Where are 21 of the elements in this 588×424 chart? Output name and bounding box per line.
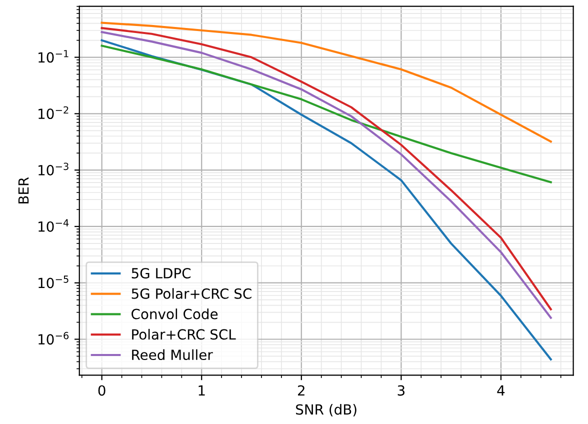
x-tick-label: 1 <box>198 385 205 396</box>
y-tick-label: 10$^{−2}$ <box>38 106 68 120</box>
y-tick-label: 10$^{−6}$ <box>38 332 69 345</box>
legend-label: Polar+CRC SCL <box>132 328 236 340</box>
x-tick-label: 0 <box>98 385 106 396</box>
y-tick-label: 10$^{−4}$ <box>38 219 69 232</box>
y-tick-label: 10$^{−1}$ <box>38 50 68 63</box>
y-tick-label: 10$^{−5}$ <box>38 276 68 288</box>
legend-label: 5G LDPC <box>132 268 191 279</box>
y-tick-label: 10$^{−3}$ <box>38 162 68 176</box>
legend-label: 5G Polar+CRC SC <box>132 288 252 299</box>
y-axis-title: BER <box>18 177 29 204</box>
legend-label: Convol Code <box>132 308 218 320</box>
x-tick-label: 4 <box>497 385 505 396</box>
x-tick-label: 2 <box>298 385 304 396</box>
legend-label: Reed Muller <box>132 349 213 360</box>
x-axis-title: SNR (dB) <box>296 404 356 416</box>
x-tick-label: 3 <box>398 385 404 396</box>
line-series <box>100 39 552 360</box>
line-series <box>100 22 552 143</box>
line-series <box>100 44 552 184</box>
